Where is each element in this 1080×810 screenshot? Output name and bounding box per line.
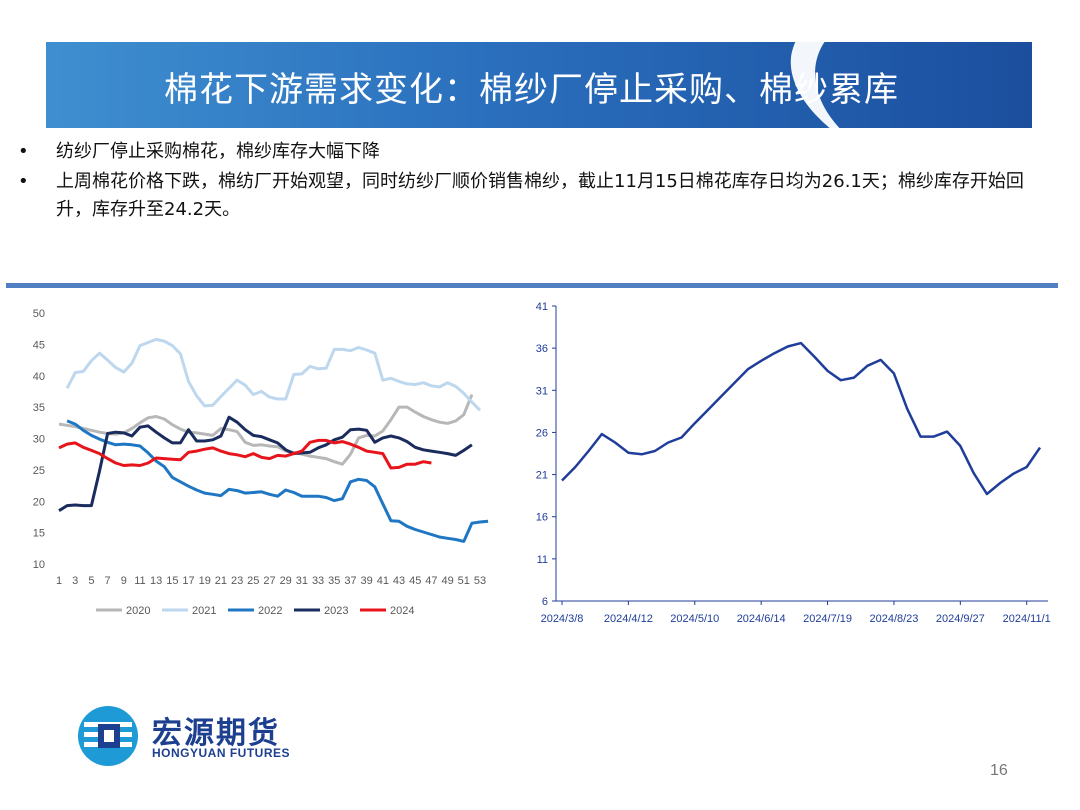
section-divider <box>6 283 1058 288</box>
bullet-text: 纺纱厂停止采购棉花，棉纱库存大幅下降 <box>56 141 380 162</box>
yarn-inventory-line <box>561 341 1042 496</box>
logo-chinese-name: 宏源期货 <box>152 716 280 751</box>
x-tick-label: 39 <box>361 575 373 587</box>
x-tick-label: 29 <box>280 575 292 587</box>
x-tick-label: 5 <box>88 575 94 587</box>
bullet-marker: • <box>18 141 29 162</box>
x-tick-label: 25 <box>247 575 259 587</box>
x-tick-label: 2024/9/27 <box>936 613 985 625</box>
y-tick-label: 26 <box>536 427 548 439</box>
page-number: 16 <box>990 762 1008 779</box>
x-tick-label: 19 <box>199 575 211 587</box>
legend-label: 2024 <box>390 605 414 617</box>
y-tick-label: 6 <box>542 596 548 608</box>
y-tick-label: 31 <box>536 385 548 397</box>
x-tick-label: 17 <box>182 575 194 587</box>
bullet-marker: • <box>18 171 29 192</box>
y-tick-label: 20 <box>33 496 45 508</box>
x-tick-label: 2024/5/10 <box>670 613 719 625</box>
y-tick-label: 10 <box>33 559 45 571</box>
yarn-inventory-chart: 6 11 16 21 26 31 36 41 2024/3/8 2024/4/12 2024/5/1… <box>536 301 1051 625</box>
y-tick-label: 41 <box>536 301 548 313</box>
x-tick-label: 43 <box>393 575 405 587</box>
x-tick-label: 2024/11/1 <box>1003 613 1051 625</box>
y-tick-label: 16 <box>536 512 548 524</box>
x-tick-label: 45 <box>409 575 421 587</box>
y-tick-label: 30 <box>33 434 45 446</box>
x-tick-label: 49 <box>441 575 453 587</box>
legend-label: 2020 <box>126 605 150 617</box>
x-tick-label: 1 <box>56 575 62 587</box>
x-tick-label: 37 <box>344 575 356 587</box>
y-tick-label: 21 <box>536 470 548 482</box>
y-tick-label: 45 <box>33 339 45 351</box>
x-tick-label: 13 <box>150 575 162 587</box>
x-tick-label: 7 <box>105 575 111 587</box>
logo-english-name: HONGYUAN FUTURES <box>152 746 291 760</box>
y-tick-label: 36 <box>536 343 548 355</box>
series-line-2021 <box>65 337 482 412</box>
logo-emblem-icon <box>78 706 138 766</box>
y-tick-label: 50 <box>33 308 45 320</box>
x-tick-label: 2024/3/8 <box>541 613 584 625</box>
x-tick-label: 11 <box>134 575 145 587</box>
y-tick-label: 40 <box>33 371 45 383</box>
x-tick-label: 27 <box>263 575 275 587</box>
series-line-2022 <box>66 419 489 543</box>
series-line-2020 <box>58 394 474 466</box>
x-tick-label: 51 <box>458 575 470 587</box>
x-tick-label: 35 <box>328 575 340 587</box>
x-tick-label: 53 <box>474 575 486 587</box>
x-tick-label: 23 <box>231 575 243 587</box>
y-tick-label: 15 <box>33 528 45 540</box>
x-tick-label: 21 <box>215 575 227 587</box>
legend-label: 2022 <box>258 605 282 617</box>
company-logo: 宏源期货 HONGYUAN FUTURES <box>74 702 334 772</box>
x-tick-label: 2024/8/23 <box>869 613 918 625</box>
y-tick-label: 11 <box>537 554 548 566</box>
title-banner: 棉花下游需求变化：棉纱厂停止采购、棉纱累库 <box>46 42 1032 128</box>
x-tick-label: 47 <box>425 575 437 587</box>
bullet-item-1: • 纺纱厂停止采购棉花，棉纱库存大幅下降 <box>18 138 1028 166</box>
page-title: 棉花下游需求变化：棉纱厂停止采购、棉纱累库 <box>164 70 899 110</box>
x-tick-label: 15 <box>166 575 178 587</box>
legend-label: 2023 <box>324 605 348 617</box>
x-tick-label: 41 <box>377 575 389 587</box>
x-tick-label: 2024/7/19 <box>803 613 852 625</box>
legend-label: 2021 <box>192 605 216 617</box>
x-tick-label: 2024/6/14 <box>737 613 786 625</box>
x-tick-label: 31 <box>296 575 308 587</box>
bullet-text: 上周棉花价格下跌，棉纺厂开始观望，同时纺纱厂顺价销售棉纱，截止11月15日棉花库… <box>56 171 1024 220</box>
bullet-item-2: • 上周棉花价格下跌，棉纺厂开始观望，同时纺纱厂顺价销售棉纱，截止11月15日棉… <box>18 168 1028 224</box>
series-line-2024 <box>58 438 432 470</box>
y-tick-label: 25 <box>33 465 45 477</box>
x-tick-label: 2024/4/12 <box>604 613 653 625</box>
bullet-list: • 纺纱厂停止采购棉花，棉纱库存大幅下降 • 上周棉花价格下跌，棉纺厂开始观望，… <box>18 138 1028 226</box>
x-tick-label: 3 <box>72 575 78 587</box>
series-line-2023 <box>58 415 473 512</box>
y-tick-label: 35 <box>33 402 45 414</box>
x-tick-label: 33 <box>312 575 324 587</box>
x-tick-label: 9 <box>121 575 127 587</box>
